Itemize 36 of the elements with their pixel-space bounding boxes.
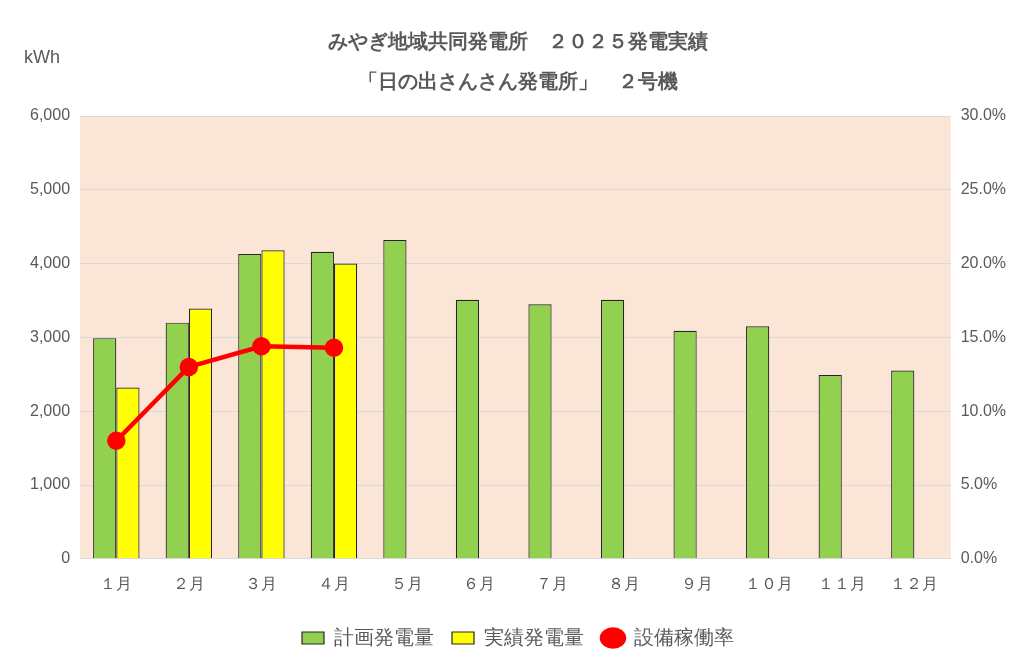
y2-tick-label: 10.0% — [960, 401, 1007, 419]
y2-tick-label: 0.0% — [960, 549, 998, 567]
x-tick-label: ９月 — [680, 574, 713, 592]
legend-label: 実績発電量 — [484, 625, 584, 648]
chart-subtitle: 「日の出さんさん発電所」 ２号機 — [358, 69, 678, 92]
y-tick-label: 6,000 — [29, 106, 71, 124]
y-tick-label: 4,000 — [29, 254, 71, 272]
y2-tick-label: 30.0% — [960, 106, 1007, 124]
legend-label: 設備稼働率 — [634, 625, 734, 648]
y-tick-label: 5,000 — [29, 180, 71, 198]
y2-tick-label: 25.0% — [960, 180, 1007, 198]
x-tick-label: １１月 — [817, 574, 866, 592]
x-tick-label: １月 — [100, 574, 133, 592]
point — [107, 431, 126, 450]
y2-tick-label: 5.0% — [960, 475, 998, 493]
y-tick-label: 3,000 — [29, 327, 71, 345]
y2-tick-label: 15.0% — [960, 327, 1007, 345]
x-tick-label: ６月 — [463, 574, 496, 592]
y-tick-label: 0 — [61, 549, 71, 567]
x-tick-label: １２月 — [890, 574, 939, 592]
y-tick-label: 2,000 — [29, 401, 71, 419]
x-tick-label: ３月 — [245, 574, 278, 592]
x-tick-label: ５月 — [390, 574, 423, 592]
x-tick-label: ８月 — [608, 574, 641, 592]
x-tick-label: １０月 — [745, 574, 794, 592]
x-tick-label: ２月 — [172, 574, 205, 592]
legend-label: 計画発電量 — [334, 625, 434, 648]
y2-tick-label: 20.0% — [960, 254, 1007, 272]
chart-title: みやぎ地域共同発電所 ２０２５発電実績 — [328, 29, 708, 52]
x-tick-label: ７月 — [535, 574, 568, 592]
x-tick-label: ４月 — [317, 574, 350, 592]
point — [252, 337, 271, 356]
point — [179, 357, 199, 377]
point — [324, 338, 344, 357]
y-tick-label: 1,000 — [29, 475, 71, 493]
y-axis-title: kWh — [24, 46, 60, 67]
